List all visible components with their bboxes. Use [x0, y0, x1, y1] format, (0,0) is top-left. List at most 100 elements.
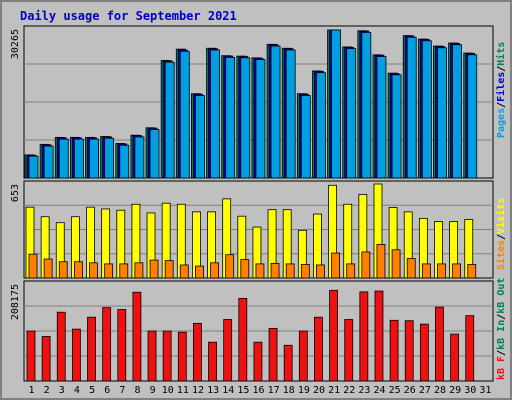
x-tick-day-2: 2	[44, 385, 50, 396]
bar-sites-day-19	[300, 264, 310, 279]
bar-sites-day-1	[28, 253, 38, 279]
bar-kbf-day-19	[298, 330, 308, 382]
x-tick-day-12: 12	[192, 385, 204, 396]
bar-kbf-day-12	[193, 322, 202, 382]
bar-pages-day-26	[406, 36, 417, 179]
bar-sites-day-24	[376, 243, 386, 279]
legend-kbytes: kB F/kB In/kB Out	[496, 278, 507, 380]
bar-sites-day-7	[119, 263, 129, 279]
bar-pages-day-28	[437, 47, 447, 179]
x-tick-day-23: 23	[358, 385, 370, 396]
y-max-label-visits: 653	[10, 184, 21, 202]
bar-sites-day-23	[361, 251, 371, 279]
x-tick-day-18: 18	[283, 385, 295, 396]
bar-kbf-day-21	[329, 289, 338, 382]
bar-kbf-day-4	[71, 328, 81, 382]
bar-pages-day-20	[316, 72, 326, 179]
legend-visits-sites: Sites/Visits	[495, 198, 507, 270]
bar-kbf-day-22	[344, 319, 354, 382]
x-tick-day-31: 31	[479, 385, 491, 396]
bar-kbf-day-10	[162, 330, 172, 382]
bar-kbf-day-18	[283, 344, 293, 382]
bar-sites-day-15	[240, 259, 250, 279]
bar-kbf-day-28	[435, 306, 444, 382]
bar-sites-day-12	[195, 265, 204, 279]
bar-sites-day-30	[467, 264, 477, 279]
bar-sites-day-22	[346, 263, 356, 279]
bar-pages-day-1	[28, 155, 39, 179]
x-tick-day-28: 28	[434, 385, 446, 396]
bar-kbf-day-15	[238, 297, 248, 382]
bar-kbf-day-6	[102, 307, 112, 382]
bar-kbf-day-5	[87, 316, 96, 382]
legend-kbytes-entry: kB F	[496, 356, 507, 380]
x-tick-day-17: 17	[268, 385, 280, 396]
chart-title: Daily usage for September 2021	[20, 9, 237, 23]
bar-sites-day-21	[331, 252, 340, 279]
bar-pages-day-9	[149, 129, 160, 179]
bar-sites-day-25	[391, 249, 401, 279]
bar-sites-day-9	[149, 259, 159, 279]
bar-kbf-day-7	[117, 309, 127, 382]
x-tick-day-16: 16	[252, 385, 264, 396]
bar-sites-day-8	[134, 262, 144, 279]
legend-hits-files-pages-entry: Files	[495, 72, 507, 102]
x-tick-day-13: 13	[207, 385, 219, 396]
bar-pages-day-12	[195, 95, 205, 179]
bar-pages-day-24	[376, 56, 387, 179]
x-tick-day-4: 4	[74, 385, 80, 396]
bar-pages-day-16	[255, 59, 266, 179]
bar-sites-day-14	[225, 254, 235, 279]
x-tick-day-11: 11	[177, 385, 189, 396]
x-tick-day-26: 26	[404, 385, 416, 396]
bar-sites-day-3	[58, 261, 68, 279]
bar-pages-day-27	[421, 40, 432, 179]
x-tick-day-21: 21	[328, 385, 340, 396]
bar-kbf-day-13	[208, 341, 217, 382]
x-tick-day-20: 20	[313, 385, 325, 396]
bar-kbf-day-17	[268, 327, 278, 382]
legend-visits-sites-entry: Visits	[495, 198, 507, 234]
legend-hits-files-pages-entry: Hits	[495, 42, 507, 66]
bar-sites-day-26	[406, 258, 416, 279]
x-tick-day-3: 3	[59, 385, 65, 396]
x-tick-day-6: 6	[104, 385, 110, 396]
bar-sites-day-6	[104, 263, 114, 279]
bar-sites-day-11	[179, 264, 189, 279]
bar-sites-day-29	[452, 263, 462, 279]
x-tick-day-19: 19	[298, 385, 310, 396]
bar-pages-day-8	[134, 136, 145, 179]
bar-sites-day-5	[89, 262, 98, 279]
legend-hits-files-pages: Pages/Files/Hits	[495, 42, 507, 138]
bar-sites-day-17	[270, 262, 280, 279]
bar-pages-day-18	[285, 49, 296, 179]
x-tick-day-27: 27	[419, 385, 431, 396]
x-tick-day-15: 15	[237, 385, 249, 396]
bar-pages-day-7	[119, 144, 130, 179]
bar-sites-day-20	[316, 264, 325, 279]
bar-kbf-day-20	[314, 316, 323, 382]
bar-pages-day-29	[452, 44, 463, 179]
bar-kbf-day-25	[389, 319, 399, 382]
bar-sites-day-18	[285, 263, 295, 279]
x-tick-day-5: 5	[89, 385, 95, 396]
bar-kbf-day-16	[253, 341, 263, 382]
bar-pages-day-3	[58, 138, 69, 179]
x-tick-day-25: 25	[389, 385, 401, 396]
bar-sites-day-4	[73, 261, 83, 279]
bar-kbf-day-30	[465, 315, 475, 382]
bar-pages-day-11	[179, 50, 190, 179]
bar-pages-day-2	[43, 145, 54, 179]
bar-kbf-day-24	[374, 290, 384, 382]
bar-sites-day-16	[255, 263, 265, 279]
bar-kbf-day-9	[147, 330, 157, 382]
x-tick-day-14: 14	[222, 385, 234, 396]
bar-pages-day-5	[89, 138, 99, 179]
bar-pages-day-15	[240, 57, 251, 179]
bar-pages-day-23	[361, 32, 372, 179]
bar-kbf-day-11	[177, 331, 187, 382]
bar-pages-day-22	[346, 48, 357, 179]
x-tick-day-8: 8	[134, 385, 140, 396]
bar-sites-day-2	[43, 258, 53, 279]
